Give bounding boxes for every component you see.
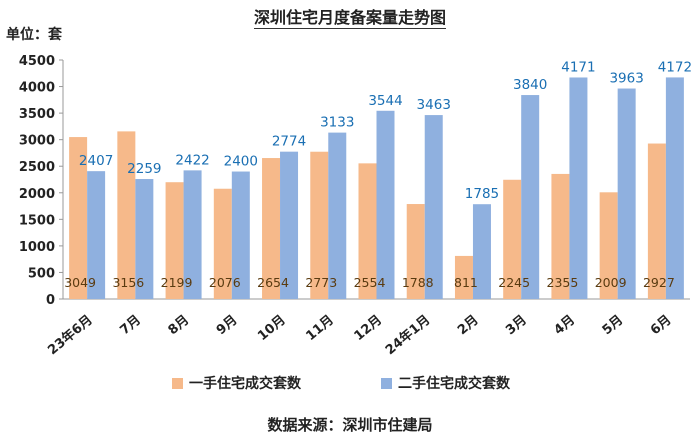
x-tick-label: 12月 bbox=[352, 313, 385, 344]
data-label-series-1: 3156 bbox=[112, 275, 144, 290]
data-label-series-2: 2407 bbox=[79, 153, 113, 169]
data-label-series-2: 2400 bbox=[224, 154, 258, 170]
legend-label-series-2: 二手住宅成交套数 bbox=[398, 375, 511, 392]
x-tick-label: 23年6月 bbox=[45, 312, 96, 358]
bar-series-2 bbox=[376, 110, 395, 299]
y-tick-label: 3500 bbox=[19, 107, 55, 122]
x-tick-label: 9月 bbox=[214, 313, 241, 339]
data-label-series-2: 2422 bbox=[175, 152, 209, 168]
bar-series-1 bbox=[647, 143, 666, 299]
data-label-series-2: 3133 bbox=[320, 115, 354, 131]
bar-series-2 bbox=[521, 95, 540, 299]
data-label-series-2: 1785 bbox=[465, 186, 499, 202]
bar-series-1 bbox=[454, 255, 473, 299]
bar-series-1 bbox=[503, 179, 522, 299]
data-label-series-2: 3463 bbox=[417, 97, 451, 113]
x-tick-label: 4月 bbox=[551, 313, 578, 339]
data-label-series-2: 2774 bbox=[272, 134, 306, 150]
x-tick-label: 5月 bbox=[600, 313, 627, 339]
y-tick-label: 2500 bbox=[19, 160, 55, 175]
data-label-series-1: 2199 bbox=[161, 275, 193, 290]
bar-series-2 bbox=[328, 132, 347, 299]
data-source: 数据来源：深圳市住建局 bbox=[267, 416, 433, 434]
data-label-series-1: 3049 bbox=[64, 275, 96, 290]
bar-series-1 bbox=[117, 131, 136, 299]
x-tick-label: 6月 bbox=[648, 313, 675, 339]
bar-series-1 bbox=[310, 151, 329, 299]
data-label-series-1: 2076 bbox=[209, 275, 241, 290]
y-tick-label: 4500 bbox=[19, 54, 55, 69]
bar-series-2 bbox=[280, 151, 299, 299]
bar-series-1 bbox=[165, 182, 184, 299]
unit-label: 单位：套 bbox=[6, 27, 62, 43]
x-tick-label: 2月 bbox=[455, 313, 482, 339]
data-label-series-2: 3544 bbox=[368, 93, 402, 109]
data-label-series-1: 2009 bbox=[595, 275, 627, 290]
legend-swatch-series-1 bbox=[172, 378, 183, 389]
bar-series-2 bbox=[135, 179, 154, 299]
data-label-series-2: 4171 bbox=[561, 59, 595, 75]
data-label-series-1: 2927 bbox=[643, 275, 675, 290]
data-label-series-2: 3840 bbox=[513, 77, 547, 93]
y-tick-label: 1500 bbox=[19, 213, 55, 228]
bar-series-2 bbox=[231, 171, 250, 299]
y-tick-label: 3000 bbox=[19, 134, 55, 149]
y-tick-label: 2000 bbox=[19, 187, 55, 202]
bar-series-1 bbox=[599, 192, 618, 299]
data-label-series-1: 2654 bbox=[257, 275, 289, 290]
bar-series-1 bbox=[213, 188, 232, 299]
bar-series-2 bbox=[665, 77, 684, 299]
y-tick-label: 4000 bbox=[19, 81, 55, 96]
data-label-series-2: 4172 bbox=[658, 59, 692, 75]
bar-series-2 bbox=[183, 170, 202, 299]
data-label-series-1: 2245 bbox=[498, 275, 530, 290]
bar-series-2 bbox=[472, 204, 491, 299]
bar-series-1 bbox=[358, 163, 377, 299]
data-label-series-1: 2554 bbox=[354, 275, 386, 290]
bar-series-1 bbox=[406, 204, 425, 299]
y-tick-label: 500 bbox=[28, 266, 55, 281]
data-label-series-1: 1788 bbox=[402, 275, 434, 290]
data-label-series-2: 2259 bbox=[127, 161, 161, 177]
data-label-series-2: 3963 bbox=[609, 71, 643, 87]
y-tick-label: 1000 bbox=[19, 240, 55, 255]
bar-series-1 bbox=[262, 158, 281, 299]
bar-series-2 bbox=[617, 88, 636, 300]
x-tick-label: 3月 bbox=[503, 313, 530, 339]
data-label-series-1: 811 bbox=[454, 275, 478, 290]
chart-title: 深圳住宅月度备案量走势图 bbox=[253, 8, 446, 29]
legend-swatch-series-2 bbox=[381, 378, 392, 389]
bar-series-1 bbox=[69, 137, 88, 299]
bar-series-2 bbox=[87, 171, 106, 299]
data-label-series-1: 2773 bbox=[305, 275, 337, 290]
bar-series-2 bbox=[424, 115, 443, 299]
y-tick-label: 0 bbox=[46, 293, 55, 308]
x-tick-label: 10月 bbox=[255, 313, 288, 344]
x-tick-label: 8月 bbox=[166, 313, 193, 339]
data-label-series-1: 2355 bbox=[547, 275, 579, 290]
x-tick-label: 11月 bbox=[303, 313, 336, 344]
bar-series-2 bbox=[569, 77, 588, 299]
bar-series-1 bbox=[551, 173, 570, 299]
x-tick-label: 24年1月 bbox=[382, 312, 433, 358]
x-tick-label: 7月 bbox=[117, 313, 144, 339]
legend-label-series-1: 一手住宅成交套数 bbox=[189, 375, 302, 392]
